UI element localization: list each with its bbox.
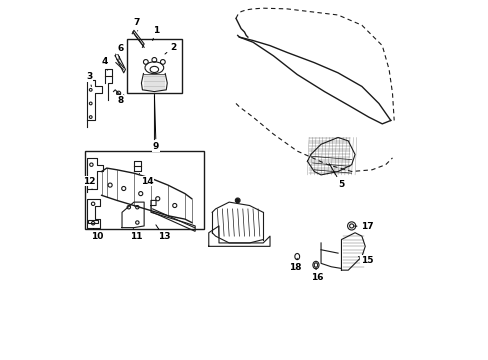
Text: 11: 11 [130,229,142,241]
Text: 6: 6 [117,44,123,60]
Bar [84,151,203,229]
Bar [88,220,97,222]
Text: 16: 16 [311,269,323,282]
Text: 12: 12 [82,176,95,189]
Text: 17: 17 [354,222,372,231]
Text: 3: 3 [86,72,92,86]
Text: 7: 7 [133,18,140,31]
Text: 9: 9 [153,96,159,152]
Text: 2: 2 [164,43,176,54]
Text: 4: 4 [102,58,108,70]
Bar [127,39,181,93]
Text: 14: 14 [139,174,153,185]
Text: 18: 18 [289,258,301,272]
Text: 13: 13 [156,225,170,241]
Text: 1: 1 [152,26,159,41]
Text: 10: 10 [91,229,103,241]
Text: 5: 5 [328,164,344,189]
Text: 8: 8 [117,95,123,105]
Text: 15: 15 [358,256,372,265]
